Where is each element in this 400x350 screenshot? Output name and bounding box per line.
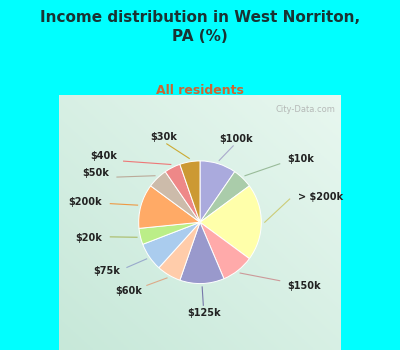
Text: $150k: $150k: [287, 281, 320, 291]
Wedge shape: [180, 222, 224, 284]
Wedge shape: [151, 172, 200, 222]
Text: $10k: $10k: [287, 154, 314, 163]
Text: All residents: All residents: [156, 84, 244, 97]
Text: Income distribution in West Norriton,
PA (%): Income distribution in West Norriton, PA…: [40, 10, 360, 44]
Text: $125k: $125k: [187, 308, 220, 318]
Wedge shape: [165, 164, 200, 222]
Wedge shape: [139, 186, 200, 229]
Text: > $200k: > $200k: [298, 192, 343, 202]
Text: $30k: $30k: [150, 132, 177, 142]
Wedge shape: [200, 161, 235, 222]
Wedge shape: [200, 172, 249, 222]
Text: $60k: $60k: [115, 286, 142, 296]
Text: $100k: $100k: [219, 134, 253, 144]
Text: $50k: $50k: [83, 168, 110, 178]
Text: $75k: $75k: [94, 266, 120, 277]
Text: $200k: $200k: [69, 197, 102, 207]
Wedge shape: [180, 161, 200, 222]
Wedge shape: [200, 222, 249, 279]
Wedge shape: [159, 222, 200, 280]
Wedge shape: [139, 222, 200, 244]
Text: $40k: $40k: [90, 150, 117, 161]
Wedge shape: [200, 186, 261, 259]
Text: City-Data.com: City-Data.com: [275, 105, 335, 114]
Text: $20k: $20k: [75, 233, 102, 243]
Wedge shape: [143, 222, 200, 268]
